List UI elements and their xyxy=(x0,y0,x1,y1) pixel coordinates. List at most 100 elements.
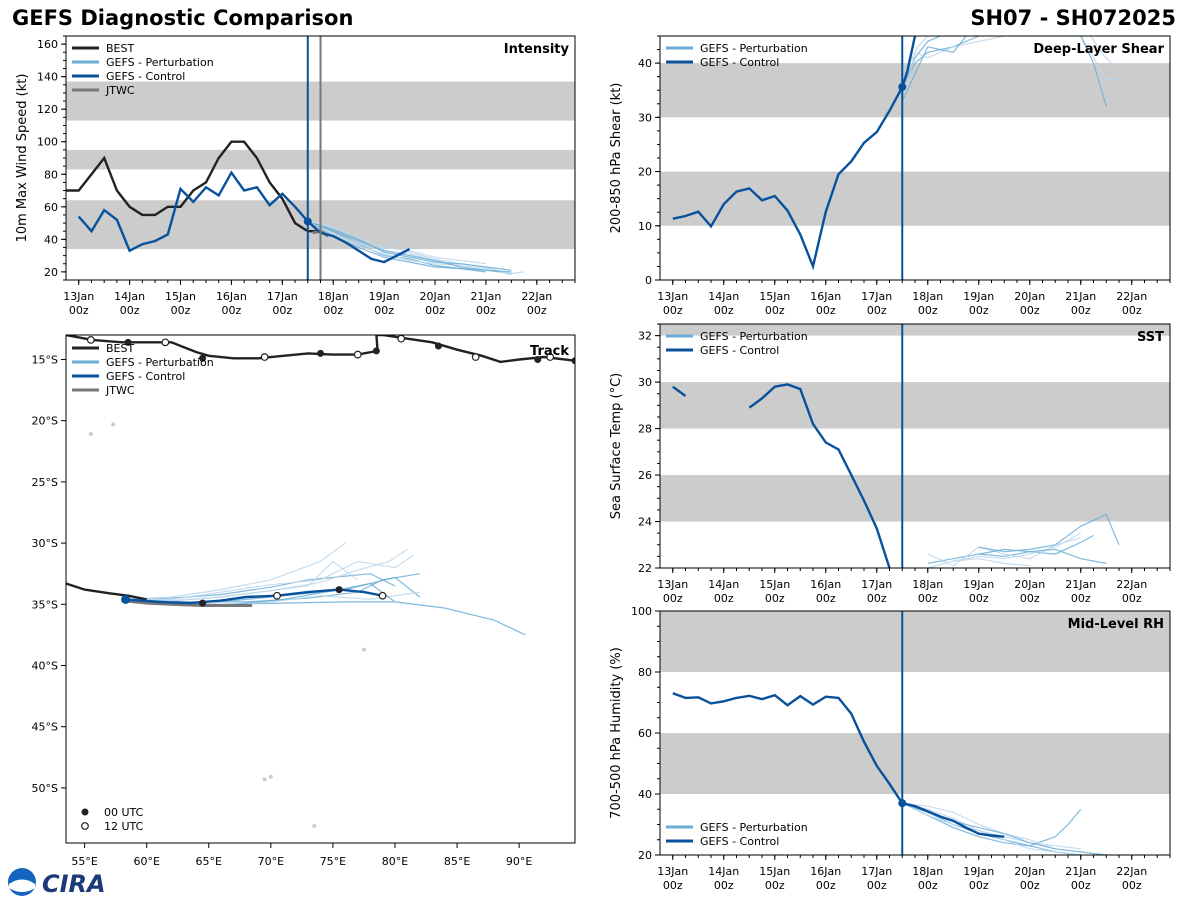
legend-label: GEFS - Perturbation xyxy=(700,42,808,55)
x-tick-label: 00z xyxy=(765,304,785,317)
legend-label: GEFS - Perturbation xyxy=(700,821,808,834)
x-tick-label: 00z xyxy=(476,304,496,317)
x-tick-label: 14Jan xyxy=(114,290,145,303)
perturbation-line xyxy=(901,36,967,102)
x-tick-label: 15Jan xyxy=(759,865,790,878)
legend-label: JTWC xyxy=(105,384,135,397)
track-dot-12utc xyxy=(161,338,170,347)
x-tick-label: 00z xyxy=(1122,879,1142,892)
x-tick-label: 15Jan xyxy=(759,290,790,303)
cira-logo: CIRA xyxy=(8,868,106,898)
best-track-line xyxy=(66,140,321,233)
lat-tick-label: 20°S xyxy=(32,415,58,428)
control-line xyxy=(77,170,411,264)
lat-tick-label: 30°S xyxy=(32,537,58,550)
x-tick-label: 00z xyxy=(222,304,242,317)
shear-chart: 01020304013Jan00z14Jan00z15Jan00z16Jan00… xyxy=(609,35,1171,317)
x-tick-label: 00z xyxy=(1020,879,1040,892)
track-dot-00utc xyxy=(372,347,380,355)
x-tick-label: 13Jan xyxy=(657,578,688,591)
x-tick-label: 00z xyxy=(171,304,191,317)
plot-frame xyxy=(659,323,1171,569)
legend-label: GEFS - Control xyxy=(700,56,779,69)
control-line xyxy=(672,692,1005,838)
intensity-band xyxy=(660,733,1170,794)
y-tick-label: 28 xyxy=(638,423,652,436)
intensity-band xyxy=(660,475,1170,522)
x-tick-label: 14Jan xyxy=(708,578,739,591)
x-tick-label: 19Jan xyxy=(369,290,400,303)
y-tick-label: 40 xyxy=(638,57,652,70)
y-axis-label: 10m Max Wind Speed (kt) xyxy=(15,74,30,243)
x-tick-label: 00z xyxy=(969,879,989,892)
x-tick-label: 00z xyxy=(867,304,887,317)
island xyxy=(312,823,317,828)
y-tick-label: 100 xyxy=(631,605,652,618)
x-tick-label: 20Jan xyxy=(1014,290,1045,303)
plot-area xyxy=(660,36,1170,280)
intensity-band xyxy=(660,611,1170,672)
track-dot-00utc xyxy=(124,338,132,346)
y-tick-label: 60 xyxy=(638,727,652,740)
plot-area xyxy=(660,324,1170,568)
y-tick-label: 40 xyxy=(44,233,58,246)
x-tick-label: 15Jan xyxy=(165,290,196,303)
perturbation-line xyxy=(1080,36,1119,81)
track-dot-12utc xyxy=(397,335,406,343)
lon-tick-label: 55°E xyxy=(71,855,97,868)
perturbation-line xyxy=(902,802,1081,850)
x-tick-label: 20Jan xyxy=(420,290,451,303)
x-tick-label: 00z xyxy=(918,304,938,317)
panel-title: Mid-Level RH xyxy=(1068,617,1164,632)
intensity-band xyxy=(660,382,1170,429)
rh-chart: 2040608010013Jan00z14Jan00z15Jan00z16Jan… xyxy=(609,605,1171,892)
lon-tick-label: 80°E xyxy=(382,855,408,868)
perturbation-line xyxy=(901,36,941,88)
y-tick-label: 60 xyxy=(44,201,58,214)
plot-area xyxy=(66,36,575,280)
y-tick-label: 40 xyxy=(638,788,652,801)
legend-label: GEFS - Perturbation xyxy=(106,356,214,369)
track-dot-12utc xyxy=(546,353,555,361)
x-tick-label: 00z xyxy=(765,592,785,605)
page-title: GEFS Diagnostic Comparison xyxy=(12,6,354,30)
perturbation-line xyxy=(307,220,512,273)
intensity-chart: 2040608010012014016013Jan00z14Jan00z15Ja… xyxy=(15,35,576,317)
panel-title: Deep-Layer Shear xyxy=(1033,42,1164,57)
map-area xyxy=(66,335,575,828)
control-line xyxy=(672,385,687,397)
x-tick-label: 00z xyxy=(969,592,989,605)
x-tick-label: 00z xyxy=(663,879,683,892)
lon-tick-label: 60°E xyxy=(133,855,159,868)
lat-tick-label: 45°S xyxy=(32,721,58,734)
cira-logo-text: CIRA xyxy=(42,870,106,898)
y-tick-label: 30 xyxy=(638,111,652,124)
x-tick-label: 14Jan xyxy=(708,865,739,878)
x-tick-label: 00z xyxy=(714,879,734,892)
island xyxy=(88,432,93,437)
y-tick-label: 26 xyxy=(638,469,652,482)
y-axis-label: Sea Surface Temp (°C) xyxy=(609,373,624,520)
lon-tick-label: 65°E xyxy=(196,855,222,868)
current-marker xyxy=(121,594,131,604)
track-dot-00utc xyxy=(335,586,343,594)
x-tick-label: 00z xyxy=(1071,879,1091,892)
perturbation-line xyxy=(901,36,1005,107)
x-tick-label: 00z xyxy=(918,592,938,605)
x-tick-label: 22Jan xyxy=(1116,290,1147,303)
control-line xyxy=(748,383,891,568)
track-dot-12utc xyxy=(86,335,95,344)
panel-title: SST xyxy=(1137,330,1164,345)
track-map: 55°E 60°E 65°E 70°E 75°E 80°E 85°E 90°E 15°S 20°S… xyxy=(32,334,576,868)
lon-tick-label: 85°E xyxy=(444,855,470,868)
lat-tick-label: 25°S xyxy=(32,476,58,489)
track-dot-00utc xyxy=(434,342,442,350)
legend-label: GEFS - Perturbation xyxy=(106,56,214,69)
y-tick-label: 120 xyxy=(37,103,58,116)
legend-label: JTWC xyxy=(105,84,135,97)
x-tick-label: 00z xyxy=(272,304,292,317)
x-tick-label: 00z xyxy=(663,304,683,317)
x-tick-label: 18Jan xyxy=(912,865,943,878)
track-dot-12utc xyxy=(260,353,269,361)
panel-title: Track xyxy=(530,344,569,359)
